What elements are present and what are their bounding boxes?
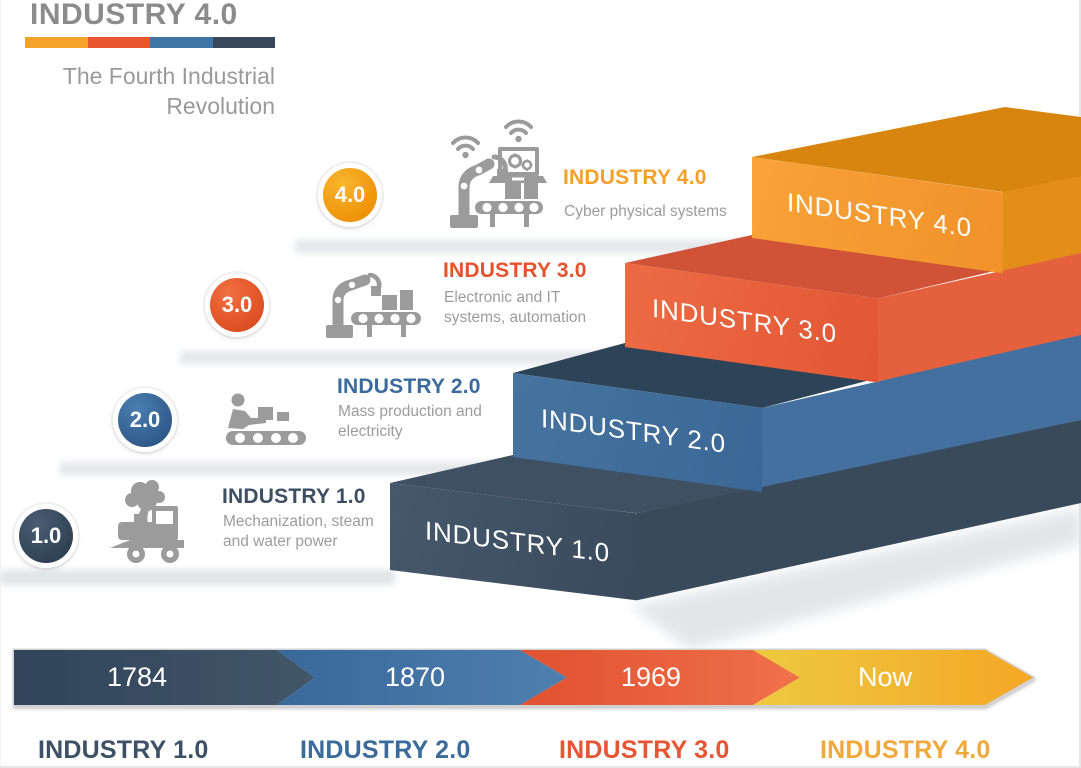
page-subtitle: The Fourth Industrial Revolution [25,61,275,121]
step-2-top-face [513,343,878,408]
timeline-arrow [12,648,1037,707]
step-3-top-face [625,235,1003,299]
desc-line: systems, automation [444,309,587,326]
title-color-bar [25,37,275,48]
badge-label: 2.0 [129,407,161,432]
color-bar-red [87,37,150,48]
step-3-side-face [878,253,1081,382]
badge-label: 4.0 [334,182,366,207]
subtitle-line-1: The Fourth Industrial [62,63,275,89]
row-shadow-3 [180,351,627,364]
stairs-base-shadow [630,508,1081,650]
step-label: INDUSTRY 1.0 [425,515,610,569]
row-heading-industry-1: INDUSTRY 1.0 [222,485,366,508]
row-heading-industry-2: INDUSTRY 2.0 [337,375,481,398]
timeline-year-now: Now [857,662,913,692]
step-1-side-face [637,420,1081,601]
step-2-side-face [762,335,1081,492]
robot-arm-laptop-wifi-icon [450,119,547,228]
timeline-year-1870: 1870 [384,662,446,692]
badge-label: 3.0 [221,292,253,317]
desc-line: Electronic and IT [444,289,561,306]
robot-arm-conveyor-icon [326,272,421,338]
desc-line: Mechanization, steam [223,513,374,530]
desc-line: Cyber physical systems [564,203,727,220]
footer-label-industry-1: INDUSTRY 1.0 [38,736,209,764]
badge-2-0: 2.0 [118,393,172,447]
timeline-segment-1870 [277,650,567,705]
desc-line: and water power [223,533,338,550]
timeline-year-1969: 1969 [620,662,682,692]
row-desc-industry-1: Mechanization, steam and water power [223,512,374,552]
step-label: INDUSTRY 2.0 [541,403,726,460]
row-desc-industry-3: Electronic and IT systems, automation [444,288,586,328]
timeline-segment-1784 [14,650,315,705]
worker-conveyor-icon [226,393,306,445]
badge-label: 1.0 [30,523,62,548]
color-bar-blue [150,37,213,48]
badge-4-0: 4.0 [323,168,377,222]
badge-3-0: 3.0 [210,278,264,332]
row-shadow-2 [60,462,515,475]
row-shadow-4 [295,240,753,253]
timeline-segment-now [753,650,1033,705]
footer-label-industry-4: INDUSTRY 4.0 [820,736,991,764]
step-label: INDUSTRY 4.0 [787,186,972,243]
step-4-top-face [752,107,1081,273]
step-1-top-face [390,455,762,514]
step-4-side-face [1003,176,1081,273]
row-shadow-1 [0,570,395,585]
row-heading-industry-4: INDUSTRY 4.0 [563,166,707,189]
color-bar-amber [25,37,88,48]
footer-label-industry-3: INDUSTRY 3.0 [559,736,730,764]
subtitle-line-2: Revolution [166,93,275,119]
row-desc-industry-2: Mass production and electricity [338,402,482,442]
color-bar-slate [212,37,275,48]
desc-line: Mass production and [338,403,482,420]
timeline-year-1784: 1784 [106,662,168,692]
desc-line: electricity [338,423,403,440]
badge-1-0: 1.0 [19,509,73,563]
page-title: INDUSTRY 4.0 [30,0,238,31]
footer-label-industry-2: INDUSTRY 2.0 [300,736,471,764]
step-label: INDUSTRY 3.0 [652,293,837,350]
steam-locomotive-icon [110,480,184,563]
row-heading-industry-3: INDUSTRY 3.0 [443,259,587,282]
row-desc-industry-4: Cyber physical systems [564,202,727,222]
timeline-segment-1969 [520,650,800,705]
